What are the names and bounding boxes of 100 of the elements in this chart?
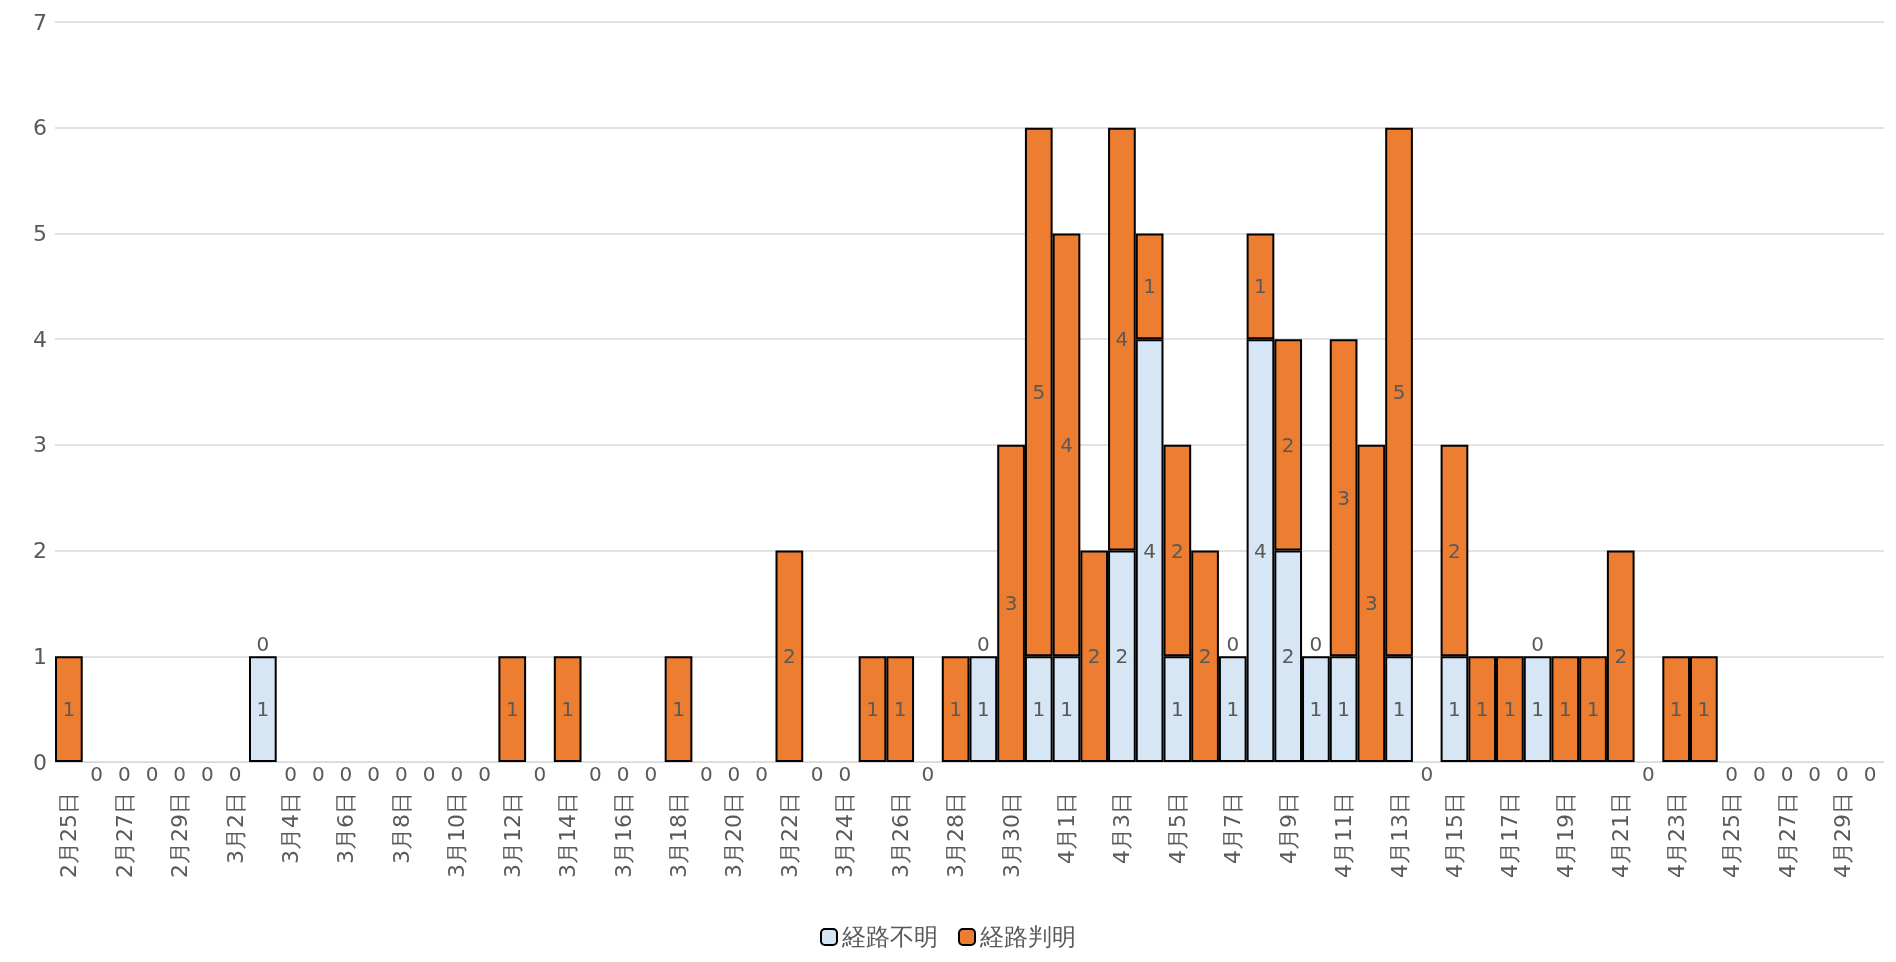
data-label: 1	[1448, 697, 1461, 722]
data-label: 2	[1281, 644, 1295, 669]
data-label: 2	[1198, 644, 1212, 669]
data-label: 0	[755, 762, 769, 786]
data-label: 0	[367, 762, 381, 786]
data-label: 3	[1004, 591, 1018, 616]
data-label: 3	[1364, 591, 1378, 616]
x-tick-label: 3月10日	[444, 792, 470, 878]
data-label: 0	[1226, 632, 1240, 657]
bar	[553, 656, 582, 762]
data-label: 1	[1143, 274, 1156, 299]
data-label: 0	[228, 762, 242, 786]
data-label: 5	[1392, 380, 1406, 404]
data-label: 1	[893, 697, 907, 722]
x-tick-label: 4月23日	[1663, 792, 1689, 878]
data-label: 0	[644, 762, 658, 786]
data-label: 2	[1115, 644, 1129, 669]
data-label: 0	[284, 762, 297, 786]
data-label: 1	[1586, 697, 1600, 722]
data-label: 0	[810, 762, 824, 786]
data-label: 0	[1531, 632, 1544, 657]
x-tick-label: 4月29日	[1829, 792, 1855, 878]
x-tick-label: 3月16日	[610, 792, 636, 878]
data-label: 0	[1420, 762, 1434, 786]
data-label: 1	[256, 697, 270, 722]
data-label: 0	[339, 762, 353, 786]
x-tick-label: 3月28日	[943, 792, 969, 878]
data-label: 1	[505, 697, 519, 722]
bar	[664, 656, 693, 762]
data-label: 0	[1863, 762, 1877, 786]
x-tick-label: 4月13日	[1386, 792, 1412, 878]
x-tick-label: 3月2日	[222, 792, 248, 864]
data-label: 1	[1309, 697, 1323, 722]
data-label: 0	[311, 762, 325, 786]
data-label: 1	[1170, 697, 1184, 722]
y-tick-label: 4	[33, 326, 47, 352]
data-label: 1	[62, 697, 76, 722]
data-label: 1	[1531, 697, 1544, 722]
data-label: 0	[533, 762, 547, 786]
data-label: 0	[976, 632, 990, 657]
x-tick-label: 4月25日	[1719, 792, 1745, 878]
x-tick-label: 3月6日	[333, 792, 359, 864]
data-label: 0	[90, 762, 103, 786]
x-tick-label: 3月26日	[887, 792, 913, 878]
x-tick-label: 4月3日	[1109, 792, 1135, 864]
x-tick-label: 4月17日	[1497, 792, 1523, 878]
x-tick-label: 4月19日	[1552, 792, 1578, 878]
x-tick-label: 4月21日	[1608, 792, 1634, 878]
data-label: 0	[1836, 762, 1849, 786]
data-label: 1	[1475, 697, 1489, 722]
data-label: 2	[1614, 644, 1628, 669]
x-tick-label: 3月30日	[998, 792, 1024, 878]
data-label: 1	[1503, 697, 1517, 722]
data-label: 0	[616, 762, 630, 786]
data-label: 0	[478, 762, 491, 786]
data-label: 0	[117, 762, 131, 786]
data-label: 4	[1254, 538, 1267, 563]
data-label: 1	[1032, 697, 1046, 722]
data-label: 1	[866, 697, 879, 722]
data-label: 2	[1281, 432, 1295, 457]
bar	[775, 550, 804, 762]
data-label: 0	[1725, 762, 1738, 786]
x-tick-label: 2月27日	[111, 792, 137, 878]
data-label: 2	[783, 644, 796, 669]
y-tick-label: 0	[33, 749, 47, 775]
data-label: 0	[1752, 762, 1766, 786]
bar	[55, 656, 83, 762]
x-tick-label: 2月25日	[56, 792, 82, 878]
y-tick-label: 2	[33, 538, 47, 564]
data-label: 4	[1115, 327, 1129, 352]
x-tick-label: 4月11日	[1331, 792, 1357, 878]
y-tick-label: 3	[33, 432, 47, 458]
data-label: 0	[145, 762, 159, 786]
data-label: 0	[395, 762, 408, 786]
x-tick-label: 4月7日	[1220, 792, 1246, 864]
data-label: 1	[1226, 697, 1240, 722]
x-tick-label: 3月22日	[776, 792, 802, 878]
x-tick-label: 4月9日	[1275, 792, 1301, 864]
data-label: 0	[1808, 762, 1822, 786]
data-label: 1	[1697, 697, 1711, 722]
data-label: 0	[1780, 762, 1794, 786]
x-tick-label: 4月15日	[1441, 792, 1467, 878]
data-label: 1	[949, 697, 963, 722]
x-tick-label: 3月24日	[832, 792, 858, 878]
data-label: 0	[173, 762, 187, 786]
x-tick-label: 4月5日	[1164, 792, 1190, 864]
data-label: 1	[1392, 697, 1406, 722]
data-label: 1	[1669, 697, 1683, 722]
legend-label: 経路不明	[841, 923, 938, 951]
data-label: 2	[1087, 644, 1101, 669]
y-tick-label: 7	[33, 9, 47, 35]
x-tick-label: 3月20日	[721, 792, 747, 878]
data-label: 1	[1337, 697, 1350, 722]
data-label: 4	[1143, 538, 1156, 563]
x-tick-label: 4月1日	[1053, 792, 1079, 864]
data-label: 0	[450, 762, 464, 786]
y-tick-label: 1	[33, 643, 47, 669]
data-label: 2	[1448, 538, 1461, 563]
data-label: 0	[201, 762, 214, 786]
data-label: 0	[256, 632, 270, 657]
